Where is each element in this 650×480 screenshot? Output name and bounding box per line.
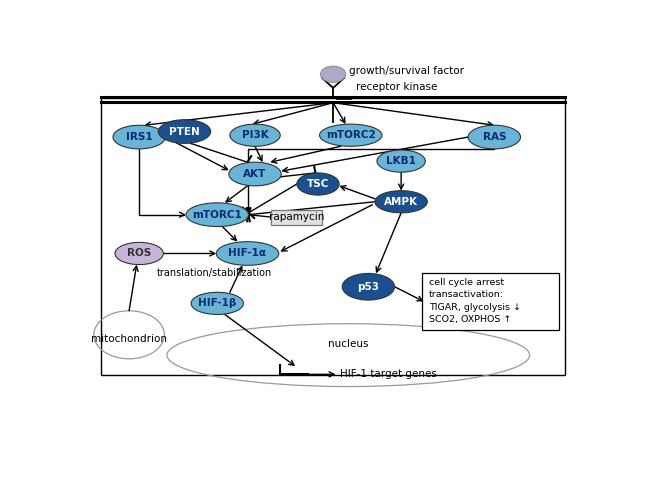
Text: translation/stabilization: translation/stabilization <box>157 268 272 278</box>
Text: IRS1: IRS1 <box>126 132 153 142</box>
Bar <box>101 98 565 375</box>
Text: mitochondrion: mitochondrion <box>91 334 167 344</box>
Text: AKT: AKT <box>243 169 266 179</box>
Text: HIF-1β: HIF-1β <box>198 299 237 308</box>
Ellipse shape <box>320 66 346 83</box>
Text: cell cycle arrest: cell cycle arrest <box>429 278 504 287</box>
Ellipse shape <box>375 191 427 213</box>
Text: RAS: RAS <box>482 132 506 142</box>
Ellipse shape <box>342 274 395 300</box>
Text: SCO2, OXPHOS ↑: SCO2, OXPHOS ↑ <box>429 315 511 324</box>
Text: nucleus: nucleus <box>328 339 369 349</box>
Text: transactivation:: transactivation: <box>429 290 504 299</box>
FancyBboxPatch shape <box>422 273 559 330</box>
Text: TSC: TSC <box>307 179 329 189</box>
Ellipse shape <box>186 203 248 227</box>
Ellipse shape <box>159 120 211 144</box>
Ellipse shape <box>216 241 279 265</box>
Text: receptor kinase: receptor kinase <box>356 82 437 92</box>
Ellipse shape <box>230 124 280 146</box>
Text: mTORC2: mTORC2 <box>326 130 376 140</box>
Ellipse shape <box>377 150 425 172</box>
Text: rapamycin: rapamycin <box>269 212 324 222</box>
Text: mTORC1: mTORC1 <box>192 210 242 220</box>
Text: TIGAR, glycolysis ↓: TIGAR, glycolysis ↓ <box>429 302 521 312</box>
Ellipse shape <box>191 292 244 314</box>
Text: AMPK: AMPK <box>384 197 418 207</box>
FancyBboxPatch shape <box>271 209 322 225</box>
Text: HIF-1α: HIF-1α <box>229 249 266 259</box>
Text: PTEN: PTEN <box>169 127 200 136</box>
Ellipse shape <box>113 125 165 149</box>
Text: PI3K: PI3K <box>242 130 268 140</box>
Text: p53: p53 <box>358 282 380 292</box>
Text: HIF-1 target genes: HIF-1 target genes <box>340 369 437 379</box>
Ellipse shape <box>468 125 521 149</box>
Ellipse shape <box>320 124 382 146</box>
Ellipse shape <box>115 242 163 264</box>
Ellipse shape <box>229 162 281 186</box>
Text: LKB1: LKB1 <box>386 156 416 166</box>
Text: growth/survival factor: growth/survival factor <box>349 66 464 76</box>
Text: ROS: ROS <box>127 249 151 259</box>
Ellipse shape <box>297 173 339 195</box>
